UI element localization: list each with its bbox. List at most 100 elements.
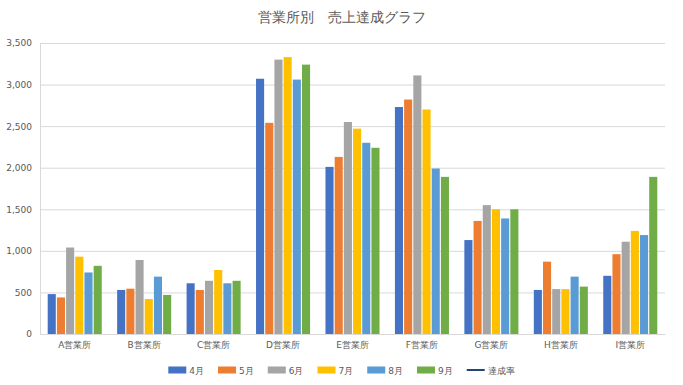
x-tick: I営業所 [615,334,645,350]
y-axis-line [41,44,666,335]
grid-line [40,334,665,335]
y-tick-label: 500 [15,288,32,298]
bar [94,266,102,334]
bar [214,270,222,334]
x-tick-label: D営業所 [266,340,300,350]
x-tick-label: H営業所 [544,340,578,350]
bar [612,254,620,334]
bar [464,240,472,334]
legend-symbol [218,367,236,374]
bar [640,235,648,334]
x-tick-label: E営業所 [336,340,369,350]
legend-symbol [168,367,186,374]
grid-line [40,168,665,169]
bar [622,242,630,334]
bar [302,65,310,334]
legend-item: 6月 [268,366,304,376]
x-tick: H営業所 [544,334,578,350]
legend-symbol [467,369,485,371]
y-tick-label: 3,000 [6,80,32,90]
legend-label: 5月 [239,366,254,376]
bar [441,177,449,334]
bar [353,129,361,334]
bar [117,290,125,334]
bar [66,248,74,334]
grid-line [40,209,665,210]
legend-label: 4月 [189,366,204,376]
legend-symbol [268,367,286,374]
bar [293,80,301,334]
bar [510,209,518,334]
legend-symbol [318,367,336,374]
y-tick-label: 0 [26,329,32,339]
x-tick-label: G営業所 [474,340,508,350]
x-tick: E営業所 [336,334,369,350]
legend-item: 達成率 [467,366,515,376]
y-tick-label: 3,500 [6,38,32,48]
bar [404,100,412,334]
y-tick: 3,500 [6,38,665,48]
legend-label: 9月 [438,366,453,376]
legend-label: 8月 [388,366,403,376]
legend-label: 達成率 [488,366,515,376]
bar [75,257,83,334]
x-tick: G営業所 [474,334,508,350]
bar [57,297,65,334]
bar [492,209,500,334]
bar [335,157,343,334]
y-tick-label: 2,000 [6,163,32,173]
bar-series [48,79,612,334]
bar [265,123,273,334]
bar [501,218,509,334]
marks [48,57,658,334]
legend-item: 9月 [417,366,453,376]
x-tick-label: A営業所 [58,340,91,350]
plot: 0 500 1,000 1,500 2,000 2,500 3,000 3,500 A営業所 B営… [6,38,665,350]
bar [163,295,171,334]
bar [631,231,639,334]
bar [325,167,333,334]
legend: 4月 5月 6月 7月 8月 9月 達成率 [168,366,514,376]
bar-series [57,100,621,334]
bar [145,299,153,334]
bar [344,122,352,334]
bar [233,281,241,334]
x-axis-line [41,334,666,335]
bar [256,79,264,334]
bar [395,107,403,334]
bar [196,290,204,334]
chart: 営業所別 売上達成グラフ05001,0001,5002,0002,5003,00… [0,0,683,385]
x-tick: C営業所 [197,334,230,350]
bar [432,169,440,334]
bar [552,289,560,334]
bar-series [75,57,639,334]
y-tick-label: 2,500 [6,122,32,132]
bar-series [94,65,658,334]
legend-symbol [367,367,385,374]
y-tick-label: 1,500 [6,205,32,215]
bar [413,75,421,334]
bar [571,277,579,334]
grid-line [40,85,665,86]
bar-series [84,80,648,334]
bar [205,281,213,334]
bar [371,148,379,334]
x-tick: F営業所 [406,334,438,350]
y-tick: 3,000 [6,80,665,90]
legend-label: 7月 [339,366,354,376]
y-tick: 2,500 [6,122,665,132]
bar [48,294,56,334]
legend-item: 4月 [168,366,204,376]
x-tick: B営業所 [128,334,161,350]
bar [84,272,92,334]
bar [474,221,482,334]
legend-symbol [417,367,435,374]
bar [187,283,195,334]
y-axis: 0 500 1,000 1,500 2,000 2,500 3,000 3,500 [6,38,665,339]
x-tick: A営業所 [58,334,91,350]
bar [422,110,430,334]
y-tick-label: 1,000 [6,246,32,256]
legend-item: 5月 [218,366,254,376]
bar [561,289,569,334]
bar-series [66,60,630,334]
